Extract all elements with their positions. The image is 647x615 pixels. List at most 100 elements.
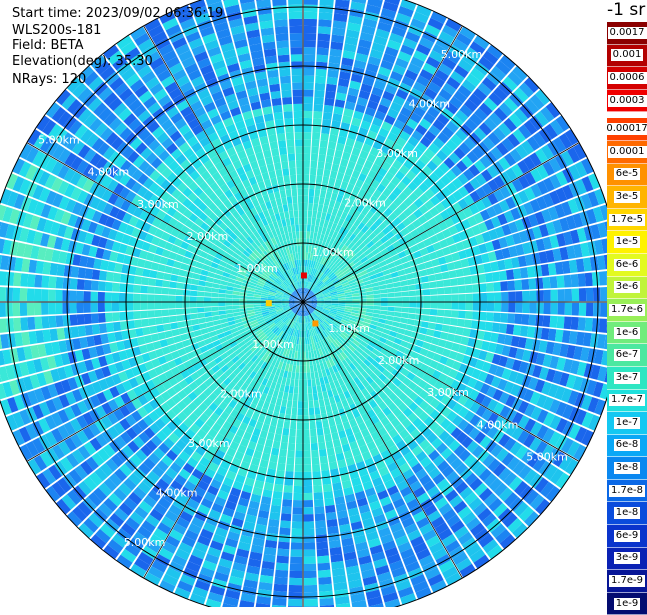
range-gate: [492, 323, 500, 333]
range-gate: [304, 472, 312, 479]
range-gate: [486, 312, 494, 321]
range-gate: [183, 290, 190, 296]
range-gate: [338, 300, 345, 302]
range-gate: [113, 273, 121, 283]
range-gate: [57, 328, 65, 340]
range-gate: [162, 288, 170, 295]
range-gate: [191, 279, 199, 285]
range-gate: [325, 505, 336, 513]
range-gate: [225, 298, 232, 302]
range-gate: [303, 373, 307, 380]
range-gate: [140, 311, 148, 319]
range-gate: [326, 441, 334, 449]
range-gate: [190, 285, 198, 291]
range-gate: [277, 420, 284, 428]
range-gate: [41, 275, 49, 287]
range-gate: [288, 592, 302, 599]
range-gate: [292, 408, 298, 415]
range-gate: [450, 318, 458, 326]
range-gate: [279, 527, 290, 535]
range-gate: [304, 486, 313, 493]
range-gate: [359, 296, 366, 299]
range-gate: [433, 330, 441, 338]
range-gate: [133, 303, 140, 311]
range-gate: [436, 280, 444, 287]
range-gate: [379, 285, 387, 290]
range-gate: [319, 598, 333, 606]
range-gate: [277, 549, 289, 557]
range-gate: [69, 303, 76, 314]
range-gate: [41, 303, 48, 315]
range-gate: [297, 358, 300, 365]
range-gate: [472, 284, 480, 293]
range-gate: [306, 238, 309, 245]
range-gate: [316, 421, 323, 429]
range-gate: [304, 125, 312, 132]
range-gate: [176, 296, 183, 302]
range-gate: [291, 372, 295, 379]
range-gate: [34, 303, 41, 315]
range-gate: [304, 521, 315, 528]
range-gate: [309, 182, 315, 189]
range-gate: [409, 291, 416, 297]
range-gate: [494, 303, 501, 312]
range-gate: [306, 358, 309, 365]
range-gate: [301, 344, 303, 351]
range-gate: [293, 500, 303, 507]
range-gate: [307, 231, 311, 238]
range-gate: [520, 326, 528, 337]
range-gate: [305, 344, 308, 351]
range-gate: [253, 302, 260, 304]
range-gate: [190, 296, 197, 301]
range-gate: [134, 320, 142, 329]
range-gate: [444, 310, 452, 317]
range-gate: [169, 281, 177, 288]
range-gate: [298, 401, 303, 408]
range-gate: [133, 311, 141, 319]
range-gate: [331, 432, 339, 440]
range-gate: [507, 313, 515, 323]
range-gate: [170, 322, 178, 329]
range-gate: [473, 303, 480, 311]
range-gate: [402, 291, 409, 296]
range-gate: [64, 327, 72, 339]
range-gate: [105, 313, 113, 323]
range-gate: [455, 327, 463, 336]
range-gate: [304, 500, 314, 507]
range-gate: [579, 303, 586, 316]
range-gate: [542, 277, 550, 289]
range-gate: [321, 183, 328, 191]
range-gate: [176, 282, 184, 289]
range-gate: [317, 556, 329, 564]
range-gate: [457, 277, 465, 285]
range-gate: [316, 69, 327, 77]
range-gate: [304, 61, 315, 68]
range-gate: [323, 112, 333, 120]
range-gate: [106, 272, 114, 282]
range-gate: [586, 303, 593, 316]
range-gate: [265, 540, 277, 548]
range-gate: [402, 297, 409, 302]
range-gate: [6, 318, 14, 332]
range-gate: [557, 275, 565, 287]
range-gate: [85, 325, 93, 336]
range-gate: [501, 303, 508, 313]
range-gate: [55, 303, 62, 314]
range-gate: [315, 520, 326, 528]
range-gate: [27, 288, 34, 301]
range-gate: [318, 33, 331, 41]
range-gate: [303, 344, 305, 351]
range-gate: [318, 570, 331, 578]
range-gate: [387, 288, 395, 293]
range-gate: [308, 401, 313, 408]
range-gate: [465, 311, 473, 319]
range-gate: [515, 303, 522, 313]
range-gate: [169, 288, 177, 295]
range-gate: [493, 313, 501, 323]
range-gate: [270, 505, 281, 513]
range-gate: [168, 295, 175, 301]
range-gate: [395, 292, 402, 297]
range-gate: [268, 461, 277, 469]
range-gate: [514, 280, 522, 291]
range-gate: [599, 318, 607, 332]
